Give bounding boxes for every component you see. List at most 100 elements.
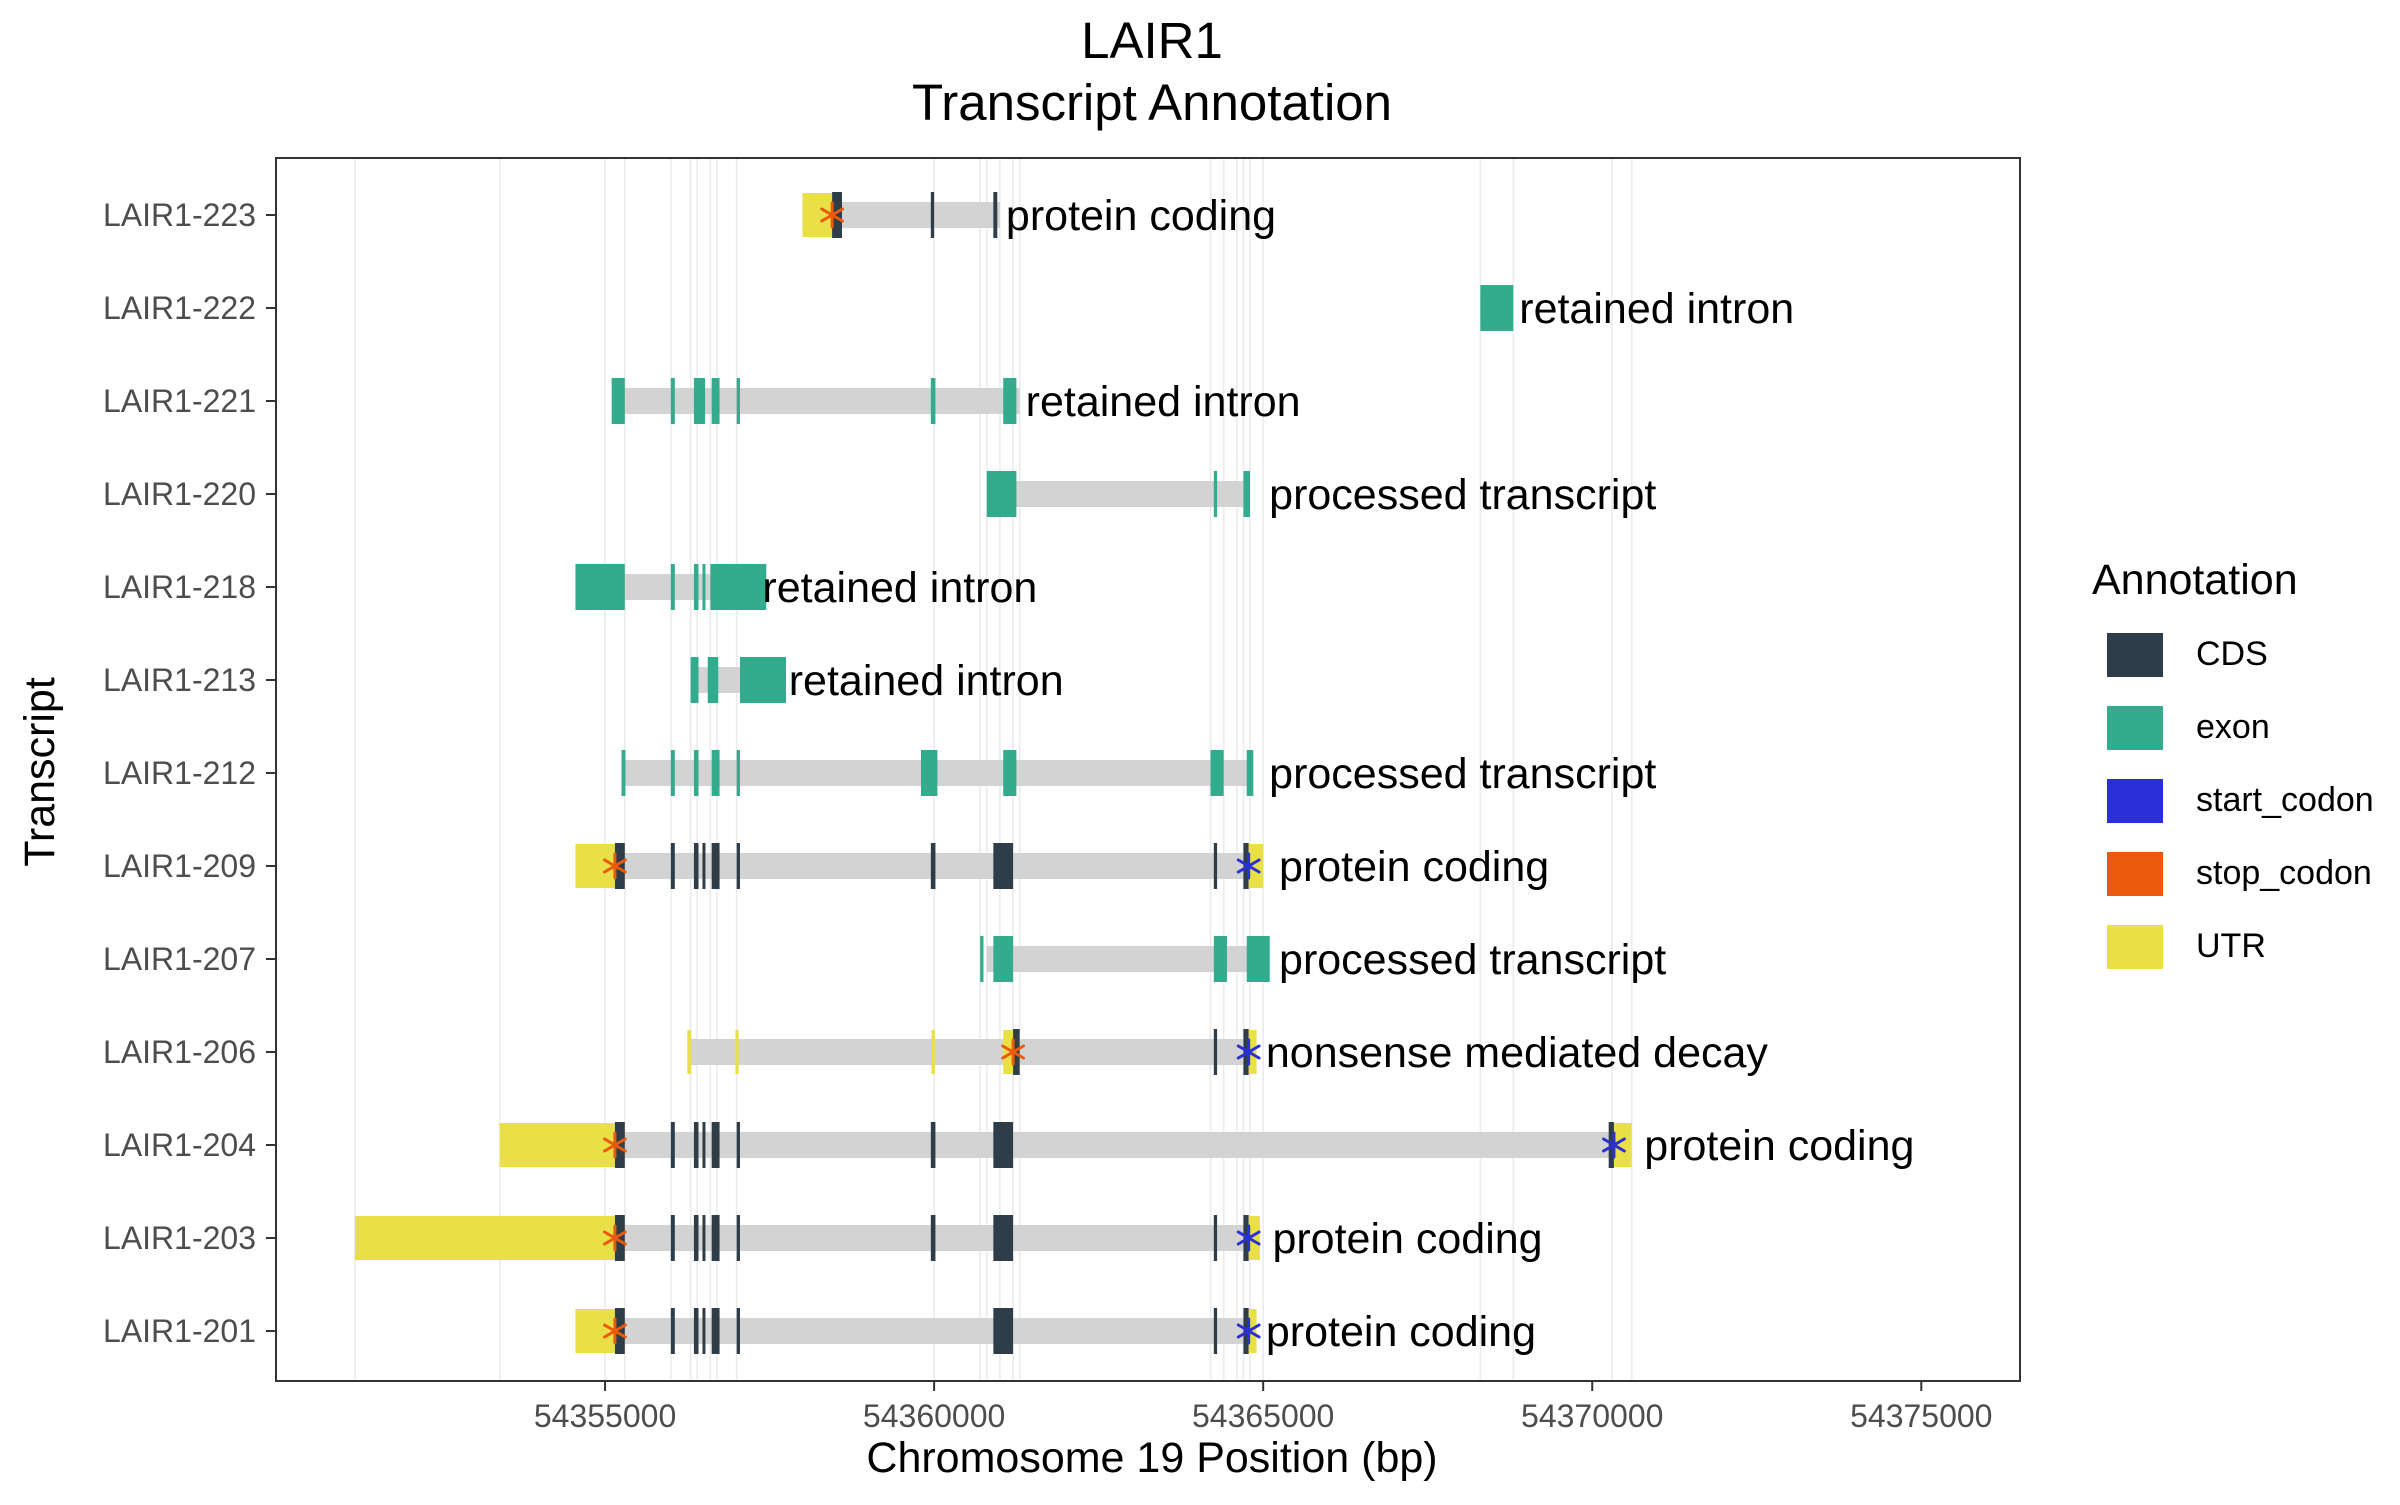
exon-feature bbox=[1246, 936, 1270, 982]
legend-label: UTR bbox=[2196, 927, 2266, 965]
y-tick-label: LAIR1-209 bbox=[103, 848, 256, 884]
exon-feature bbox=[1246, 750, 1254, 796]
cds-feature bbox=[711, 843, 720, 889]
exon-feature bbox=[575, 564, 625, 610]
y-tick-label: LAIR1-201 bbox=[103, 1313, 256, 1349]
transcript-track: nonsense mediated decay bbox=[687, 1029, 1768, 1077]
biotype-label: protein coding bbox=[1644, 1122, 1914, 1170]
exon-feature bbox=[670, 564, 675, 610]
exon-feature bbox=[690, 657, 699, 703]
intron-bar bbox=[618, 1132, 1619, 1158]
exon-feature bbox=[1213, 936, 1227, 982]
exon-feature bbox=[1480, 285, 1514, 331]
intron-bar bbox=[690, 1039, 1251, 1065]
exon-feature bbox=[980, 936, 984, 982]
cds-feature bbox=[693, 1215, 699, 1261]
utr-feature bbox=[499, 1123, 615, 1167]
cds-feature bbox=[614, 1122, 625, 1168]
biotype-label: processed transcript bbox=[1269, 750, 1656, 798]
y-tick-label: LAIR1-206 bbox=[103, 1034, 256, 1070]
utr-feature bbox=[1003, 1030, 1014, 1074]
utr-feature bbox=[1248, 1030, 1257, 1074]
x-tick-label: 54375000 bbox=[1850, 1398, 1992, 1434]
cds-feature bbox=[614, 1308, 625, 1354]
start-codon-marker-stroke bbox=[1236, 1044, 1261, 1060]
exon-feature bbox=[711, 378, 720, 424]
exon-feature bbox=[711, 750, 720, 796]
cds-feature bbox=[993, 843, 1014, 889]
chart-subtitle: Transcript Annotation bbox=[912, 74, 1392, 131]
y-axis: LAIR1-223 LAIR1-222 LAIR1-221 LAIR1-220 LAIR… bbox=[103, 197, 276, 1349]
exon-feature bbox=[736, 378, 740, 424]
stop-codon-marker bbox=[603, 1317, 627, 1345]
transcript-track: protein coding bbox=[802, 192, 1276, 240]
y-tick-label: LAIR1-207 bbox=[103, 941, 256, 977]
biotype-label: protein coding bbox=[1279, 843, 1549, 891]
exon-feature bbox=[710, 564, 767, 610]
y-axis-title: Transcript bbox=[16, 677, 64, 867]
x-tick-label: 54365000 bbox=[1192, 1398, 1334, 1434]
transcript-track: protein coding bbox=[354, 1215, 1543, 1263]
utr-feature bbox=[1248, 1216, 1260, 1260]
cds-feature bbox=[1213, 1029, 1218, 1075]
cds-feature bbox=[702, 843, 706, 889]
x-axis: 54355000 54360000 54365000 54370000 54375000 bbox=[534, 1381, 1992, 1434]
utr-feature bbox=[802, 193, 833, 237]
stop-codon-marker-stroke bbox=[603, 1230, 627, 1246]
legend-swatch-exon bbox=[2107, 706, 2163, 750]
transcript-track: processed transcript bbox=[980, 936, 1666, 984]
cds-feature bbox=[702, 1215, 706, 1261]
biotype-label: protein coding bbox=[1272, 1215, 1542, 1263]
x-tick-label: 54360000 bbox=[863, 1398, 1005, 1434]
utr-feature bbox=[354, 1216, 615, 1260]
cds-feature bbox=[993, 192, 998, 238]
start-codon-marker bbox=[1236, 1317, 1261, 1345]
exon-feature bbox=[1003, 750, 1017, 796]
stop-codon-marker bbox=[603, 1224, 627, 1252]
cds-feature bbox=[1213, 1215, 1218, 1261]
x-axis-title: Chromosome 19 Position (bp) bbox=[866, 1434, 1437, 1482]
exon-feature bbox=[702, 564, 706, 610]
cds-feature bbox=[736, 1122, 740, 1168]
stop-codon-marker-stroke bbox=[603, 1137, 627, 1153]
stop-codon-marker bbox=[603, 852, 627, 880]
cds-feature bbox=[614, 1215, 625, 1261]
utr-feature bbox=[1248, 1309, 1257, 1353]
y-tick-label: LAIR1-218 bbox=[103, 569, 256, 605]
exon-feature bbox=[1243, 471, 1251, 517]
legend-swatch-stop-codon bbox=[2107, 852, 2163, 896]
cds-feature bbox=[702, 1122, 706, 1168]
transcript-track: protein coding bbox=[575, 1308, 1536, 1356]
y-tick-label: LAIR1-221 bbox=[103, 383, 256, 419]
biotype-label: nonsense mediated decay bbox=[1266, 1029, 1769, 1077]
cds-feature bbox=[930, 843, 936, 889]
cds-feature bbox=[711, 1122, 720, 1168]
legend: Annotation CDS exon start_codon stop_codon U… bbox=[2092, 556, 2374, 969]
chart-title: LAIR1 bbox=[1081, 12, 1223, 69]
stop-codon-marker-stroke bbox=[1001, 1044, 1025, 1060]
utr-feature bbox=[575, 1309, 615, 1353]
cds-feature bbox=[670, 843, 675, 889]
y-tick-label: LAIR1-220 bbox=[103, 476, 256, 512]
cds-feature bbox=[736, 843, 740, 889]
cds-feature bbox=[1213, 1308, 1218, 1354]
transcript-track: retained intron bbox=[690, 657, 1064, 705]
start-codon-marker-stroke bbox=[1236, 1323, 1261, 1339]
intron-bar bbox=[614, 388, 1020, 414]
exon-feature bbox=[611, 378, 625, 424]
start-codon-marker bbox=[1602, 1131, 1626, 1159]
exon-feature bbox=[670, 378, 675, 424]
cds-feature bbox=[832, 192, 842, 238]
biotype-label: retained intron bbox=[1519, 285, 1794, 333]
cds-feature bbox=[1213, 843, 1218, 889]
cds-feature bbox=[702, 1308, 706, 1354]
legend-label: stop_codon bbox=[2196, 854, 2372, 892]
cds-feature bbox=[711, 1215, 720, 1261]
cds-feature bbox=[993, 1122, 1014, 1168]
utr-feature bbox=[735, 1030, 739, 1074]
exon-feature bbox=[693, 378, 706, 424]
transcript-track: processed transcript bbox=[621, 750, 1656, 798]
biotype-label: retained intron bbox=[1026, 378, 1301, 426]
exon-feature bbox=[739, 657, 787, 703]
